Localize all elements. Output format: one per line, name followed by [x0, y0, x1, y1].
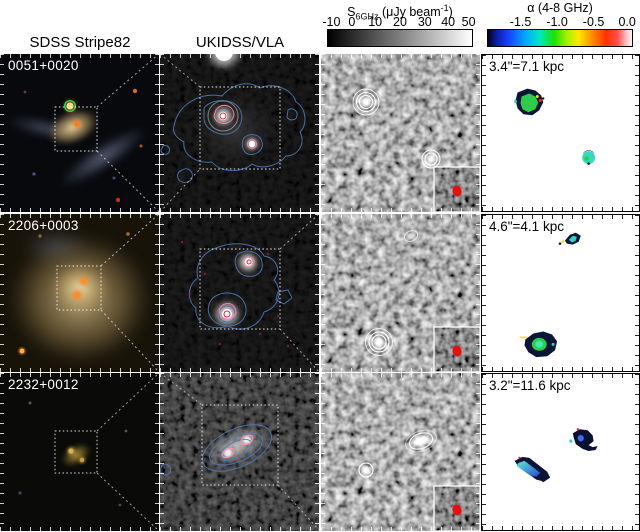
scale-label: 3.4"=7.1 kpc	[488, 59, 564, 74]
alpha-blob-a	[558, 232, 581, 245]
flux-tick: 40	[441, 15, 456, 29]
scale-label: 4.6"=4.1 kpc	[488, 218, 564, 234]
alpha-tick: 0.0	[618, 15, 636, 29]
flux-tick: -10	[322, 15, 341, 29]
alpha-colorbar-title: α (4-8 GHz)	[527, 1, 593, 15]
flux-tick: 30	[417, 15, 432, 29]
flux-tick: 0	[348, 15, 356, 29]
ukidss-image-r2	[160, 213, 320, 372]
radio-map-r3	[320, 373, 480, 531]
panel-grid: 0051+0020	[0, 54, 640, 532]
flux-colorbar-title: S6GHz (μJy beam-1)	[327, 1, 473, 22]
header-col-sdss: SDSS Stripe82	[0, 0, 160, 54]
alpha-blob-a	[569, 428, 598, 452]
scale-label: 3.2"=11.6 kpc	[488, 378, 571, 393]
figure-header: SDSS Stripe82 UKIDSS/VLA S6GHz (μJy beam…	[0, 0, 640, 54]
flux-tick: 20	[393, 15, 407, 29]
radio-source-b	[364, 327, 393, 356]
panel-r3-radio	[320, 373, 480, 531]
noise-texture	[160, 213, 320, 372]
target-label: 2206+0003	[8, 217, 79, 233]
ukidss-column-header: UKIDSS/VLA	[195, 34, 285, 51]
panel-r1-ukidss-vla	[160, 54, 320, 212]
panel-r2-radio	[320, 213, 480, 372]
alpha-tick: -0.5	[582, 15, 605, 29]
sdss-image-r3	[0, 373, 159, 531]
flux-unit: (μJy beam	[378, 5, 441, 20]
alpha-colorbar-ticks: -1.5 -1.0 -0.5 0.0	[487, 15, 636, 29]
alpha-blob-b	[514, 456, 551, 483]
ukidss-image-r3	[160, 373, 320, 531]
beam-inset	[433, 166, 480, 212]
flux-colorbar: S6GHz (μJy beam-1) -10 0 10 20 30 40 50	[320, 0, 480, 54]
ukidss-image-r1	[160, 54, 320, 212]
flux-symbol: S	[347, 5, 356, 20]
flux-unit-close: )	[448, 5, 453, 20]
alpha-tick: -1.0	[546, 15, 568, 29]
panel-r3-alpha: 3.2"=11.6 kpc	[480, 373, 640, 531]
sdss-column-header: SDSS Stripe82	[29, 34, 131, 51]
flux-colorbar-ticks: -10 0 10 20 30 40 50	[322, 15, 476, 29]
panel-r1-sdss: 0051+0020	[0, 54, 159, 212]
alpha-map-r2	[519, 232, 581, 357]
radio-map-r2	[320, 213, 480, 372]
flux-tick: 10	[368, 15, 383, 29]
alpha-map-r1	[514, 88, 596, 165]
alpha-gradient-bar	[487, 29, 633, 47]
header-col-flux: S6GHz (μJy beam-1) -10 0 10 20 30 40 50	[320, 0, 480, 54]
panel-r1-radio	[320, 54, 480, 212]
target-label: 0051+0020	[8, 58, 79, 73]
flux-tick: 50	[461, 15, 476, 29]
radio-map-r1	[320, 54, 480, 212]
alpha-tick: -1.5	[509, 15, 532, 29]
header-col-ukidss: UKIDSS/VLA	[160, 0, 320, 54]
beam-inset	[433, 485, 480, 531]
alpha-colorbar: α (4-8 GHz) -1.5 -1.0 -0.5 0.0	[480, 0, 640, 54]
flux-gradient-bar	[327, 29, 473, 47]
panel-r2-alpha: 4.6"=4.1 kpc	[480, 213, 640, 372]
sdss-image-r2	[0, 213, 159, 372]
panel-r2-ukidss-vla	[160, 213, 320, 372]
alpha-blob-a	[514, 88, 545, 116]
radio-source-a	[352, 88, 380, 116]
panel-r3-sdss: 2232+0012	[0, 373, 159, 531]
beam-inset	[433, 325, 480, 372]
alpha-map-r3	[514, 428, 598, 483]
panel-r3-ukidss-vla	[160, 373, 320, 531]
radio-source-b	[421, 149, 441, 169]
header-col-alpha: α (4-8 GHz) -1.5 -1.0 -0.5 0.0	[480, 0, 640, 54]
panel-r2-sdss: 2206+0003	[0, 213, 159, 372]
target-label: 2232+0012	[8, 377, 79, 392]
flux-symbol-sub: 6GHz	[355, 11, 379, 22]
flux-unit-sup: -1	[440, 3, 449, 13]
alpha-blob-b	[519, 331, 558, 357]
panel-r1-alpha: 3.4"=7.1 kpc	[480, 54, 640, 212]
sdss-image-r1	[0, 54, 159, 212]
alpha-blob-b	[581, 150, 596, 165]
